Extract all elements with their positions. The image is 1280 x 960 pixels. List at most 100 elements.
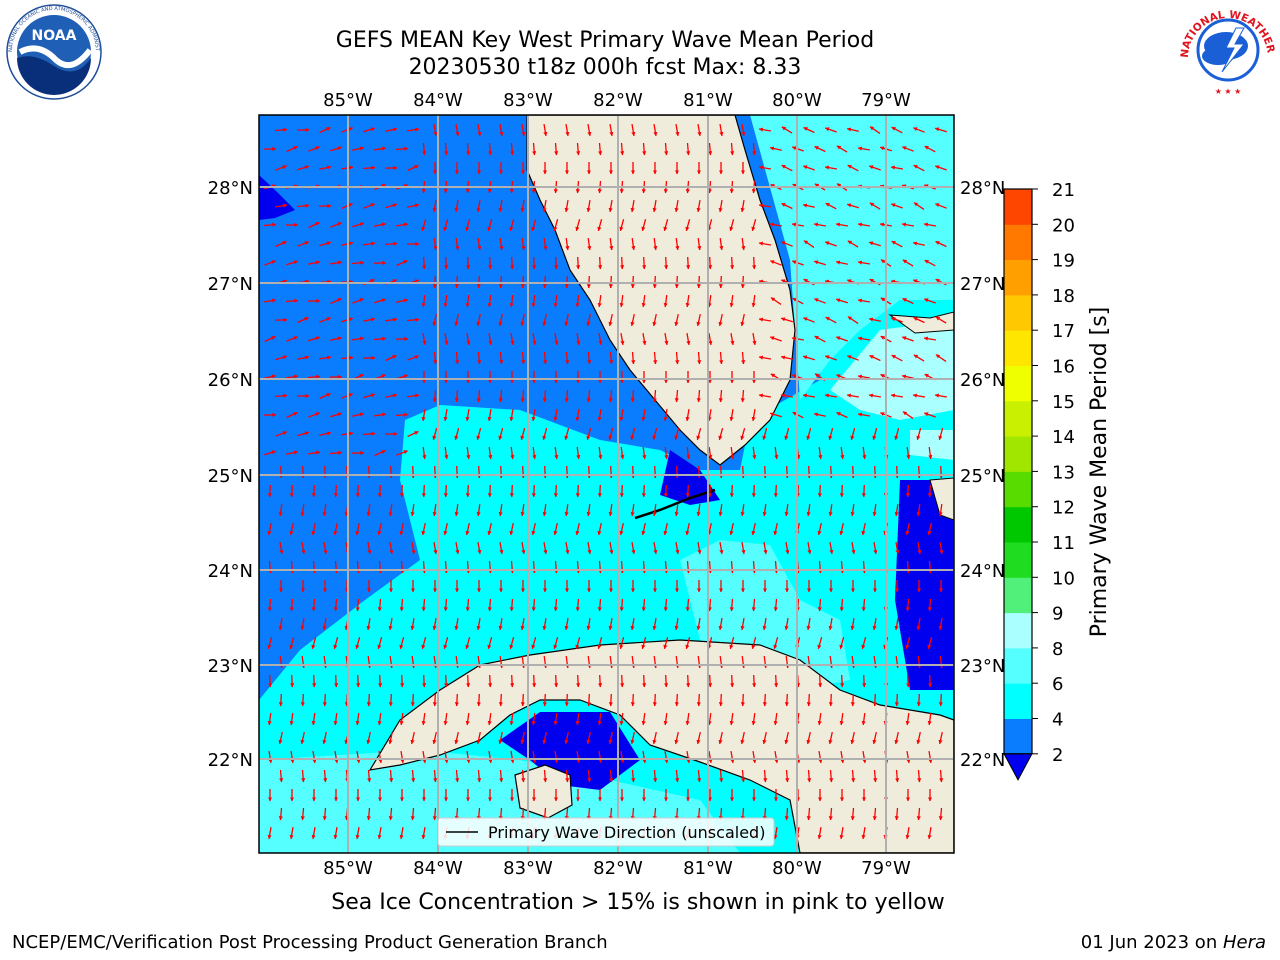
wave-direction-arrow [923, 336, 937, 341]
wave-direction-arrow [641, 484, 646, 498]
wave-direction-arrow [488, 447, 493, 460]
wave-direction-arrow [718, 313, 723, 327]
wave-direction-arrow [396, 450, 408, 456]
wave-direction-arrow [264, 260, 276, 266]
wave-direction-arrow [663, 408, 668, 422]
wave-direction-arrow [938, 731, 943, 745]
wave-direction-arrow [374, 222, 387, 227]
wave-direction-arrow [290, 674, 295, 688]
lat-label-left: 24°N [208, 561, 253, 582]
wave-direction-arrow [330, 260, 343, 265]
wave-direction-arrow [267, 598, 272, 612]
wave-direction-arrow [828, 693, 833, 707]
wave-direction-arrow [363, 393, 376, 399]
wave-direction-arrow [857, 222, 871, 227]
wave-direction-arrow [488, 674, 493, 688]
wave-direction-arrow [934, 127, 947, 133]
wave-direction-arrow [301, 769, 306, 783]
wave-direction-arrow [696, 389, 701, 403]
wave-direction-arrow [763, 465, 768, 479]
wave-direction-arrow [730, 447, 735, 460]
wave-direction-arrow [279, 541, 284, 555]
wave-direction-arrow [396, 298, 409, 303]
wave-direction-arrow [729, 219, 735, 232]
wave-direction-arrow [770, 260, 782, 266]
wave-direction-arrow [631, 769, 636, 783]
wave-direction-arrow [828, 504, 833, 517]
wave-direction-arrow [466, 256, 471, 270]
wave-direction-arrow [824, 393, 838, 398]
wave-direction-arrow [531, 484, 536, 498]
wave-direction-arrow [642, 256, 647, 270]
wave-direction-arrow [388, 807, 393, 821]
wave-direction-arrow [894, 693, 899, 707]
wave-direction-arrow [374, 298, 387, 304]
wave-direction-arrow [872, 504, 877, 517]
wave-direction-arrow [355, 598, 360, 612]
wave-direction-arrow [455, 351, 460, 365]
wave-direction-arrow [708, 142, 713, 156]
wave-direction-arrow [846, 203, 859, 209]
wave-direction-arrow [499, 351, 504, 365]
wave-direction-arrow [663, 522, 668, 536]
florida-keys [634, 488, 716, 520]
wave-direction-arrow [410, 731, 415, 745]
wave-direction-arrow [554, 674, 559, 688]
wave-direction-arrow [939, 541, 944, 555]
wave-direction-arrow [707, 522, 712, 536]
wave-direction-arrow [466, 674, 471, 688]
wave-direction-arrow [758, 203, 772, 208]
wave-direction-arrow [641, 219, 647, 232]
wave-direction-arrow [289, 598, 294, 612]
wave-direction-arrow [850, 807, 855, 821]
wave-direction-arrow [934, 165, 947, 171]
wave-direction-arrow [384, 241, 398, 246]
wave-direction-arrow [905, 522, 910, 536]
wave-direction-arrow [758, 393, 772, 398]
wave-direction-arrow [297, 355, 310, 360]
wave-direction-arrow [664, 674, 669, 688]
wave-direction-arrow [407, 164, 419, 172]
wave-direction-arrow [803, 317, 815, 323]
wave-direction-arrow [407, 127, 420, 132]
wave-direction-arrow [829, 541, 834, 555]
wave-direction-arrow [532, 750, 537, 764]
wave-direction-arrow [597, 219, 603, 232]
wave-direction-arrow [476, 693, 481, 707]
map-frame [258, 114, 955, 854]
wave-direction-arrow [829, 769, 834, 783]
wave-direction-arrow [762, 504, 767, 517]
wave-direction-arrow [752, 256, 757, 270]
wave-direction-arrow [510, 332, 515, 346]
wave-direction-arrow [785, 541, 790, 555]
wave-direction-arrow [597, 408, 602, 422]
wave-direction-arrow [696, 504, 701, 517]
period-band-8-9-small [910, 430, 954, 460]
wave-direction-arrow [781, 202, 793, 210]
noaa-logo: NOAA NATIONAL OCEANIC AND ATMOSPHERIC AD… [4, 4, 102, 100]
lat-lon-grid [259, 115, 954, 853]
wave-direction-arrow [608, 389, 613, 403]
wave-direction-arrow [781, 126, 793, 134]
wave-direction-arrow [708, 674, 713, 688]
wave-direction-arrow [443, 484, 448, 498]
wave-direction-arrow [542, 504, 547, 517]
lat-labels-right: 28°N 27°N 26°N 25°N 24°N 23°N 22°N [960, 178, 1005, 771]
wave-direction-arrow [730, 332, 735, 346]
lat-label-right: 25°N [960, 466, 1005, 487]
wave-direction-arrow [630, 617, 635, 631]
wave-direction-arrow [322, 731, 327, 745]
wave-direction-arrow [531, 295, 536, 308]
wave-direction-arrow [275, 203, 288, 208]
wave-direction-arrow [576, 674, 581, 688]
wave-direction-arrow [312, 674, 317, 688]
wave-direction-arrow [422, 674, 427, 688]
wave-direction-arrow [729, 295, 734, 308]
wave-direction-arrow [377, 713, 382, 726]
wave-direction-arrow [828, 617, 833, 631]
wave-direction-arrow [872, 428, 878, 441]
wave-direction-arrow [311, 826, 316, 840]
wave-direction-arrow [521, 351, 526, 365]
wave-direction-arrow [564, 199, 569, 213]
wave-direction-arrow [278, 731, 283, 745]
